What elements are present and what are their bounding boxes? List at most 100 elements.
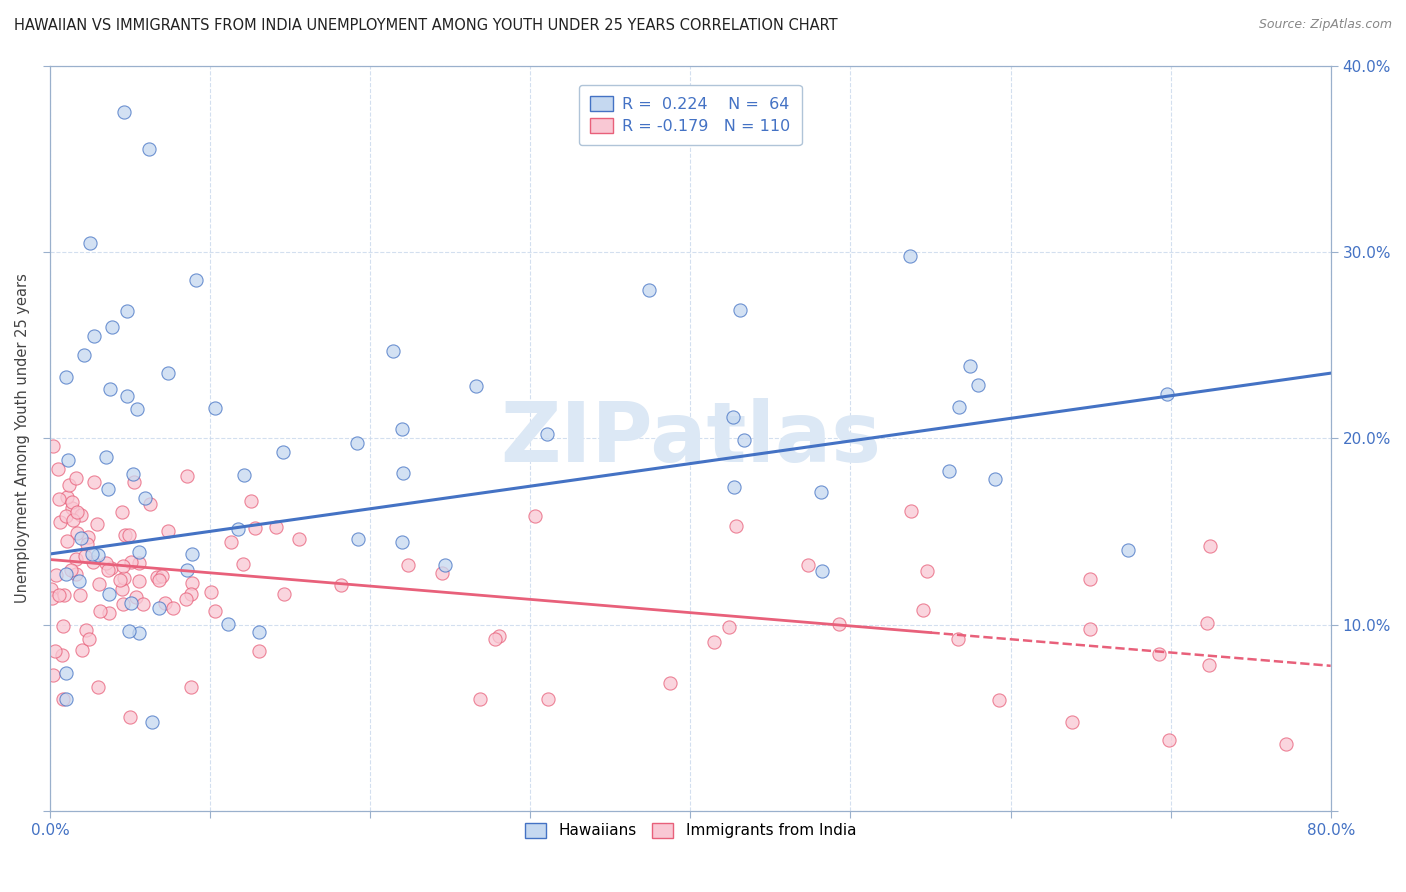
Point [60,501,83,516]
Point [100,561,122,575]
Point [39,582,62,596]
Point [55,691,77,706]
Point [48,588,70,602]
Point [959,359,981,373]
Point [117,304,139,318]
Text: HAWAIIAN VS IMMIGRANTS FROM INDIA UNEMPLOYMENT AMONG YOUTH UNDER 25 YEARS CORREL: HAWAIIAN VS IMMIGRANTS FROM INDIA UNEMPL… [14,18,838,33]
Point [55,509,77,524]
Point [153,596,176,610]
Point [52,618,75,632]
Point [180,680,202,694]
Point [76,537,98,551]
Point [98,606,121,620]
Point [247,625,270,640]
Point [1156,387,1178,401]
Point [433,558,456,572]
Text: Source: ZipAtlas.com: Source: ZipAtlas.com [1258,18,1392,31]
Point [111,597,134,611]
Point [82,555,104,569]
Point [398,558,420,572]
Point [118,528,141,542]
Point [810,485,832,500]
Point [288,532,311,546]
Point [139,497,162,511]
Point [900,504,922,518]
Point [240,494,263,508]
Point [60,495,83,509]
Point [915,565,938,579]
Point [41,591,63,606]
Point [346,436,368,450]
Point [56,533,79,548]
Point [98,382,121,396]
Point [226,522,249,536]
Point [264,520,287,534]
Point [124,590,146,604]
Point [204,401,226,416]
Point [115,389,138,403]
Point [329,578,352,592]
Point [49,515,72,529]
Point [69,574,91,588]
Point [44,644,66,658]
Point [827,617,849,632]
Point [97,483,120,497]
Point [146,570,169,584]
Text: ZIPatlas: ZIPatlas [501,398,882,479]
Point [72,643,94,657]
Point [128,574,150,589]
Point [176,468,198,483]
Point [118,624,141,639]
Point [110,582,132,596]
Point [48,492,70,507]
Point [987,693,1010,707]
Point [55,370,77,384]
Point [55,665,77,680]
Point [733,433,755,447]
Point [62,513,84,527]
Point [217,616,239,631]
Point [484,632,506,647]
Point [1147,647,1170,661]
Point [128,544,150,558]
Point [53,588,76,602]
Point [79,235,101,250]
Point [131,597,153,611]
Point [243,521,266,535]
Legend: Hawaiians, Immigrants from India: Hawaiians, Immigrants from India [519,817,862,845]
Point [128,625,150,640]
Point [162,601,184,615]
Point [946,632,969,647]
Point [52,692,75,706]
Point [638,283,661,297]
Point [1060,715,1083,730]
Point [56,491,79,505]
Point [120,596,142,610]
Point [42,668,65,682]
Point [273,587,295,601]
Point [97,563,120,577]
Point [83,329,105,343]
Point [122,467,145,481]
Point [1078,622,1101,636]
Point [112,571,135,585]
Point [41,439,63,453]
Point [703,635,725,649]
Point [80,547,103,561]
Point [66,505,89,519]
Point [111,559,134,574]
Point [1197,616,1219,631]
Point [470,691,492,706]
Point [148,573,170,587]
Point [70,532,93,546]
Point [181,575,204,590]
Point [69,508,91,523]
Point [271,444,294,458]
Point [58,452,80,467]
Point [1116,542,1139,557]
Point [174,591,197,606]
Point [730,303,752,318]
Point [180,547,202,561]
Point [46,462,69,476]
Point [86,516,108,531]
